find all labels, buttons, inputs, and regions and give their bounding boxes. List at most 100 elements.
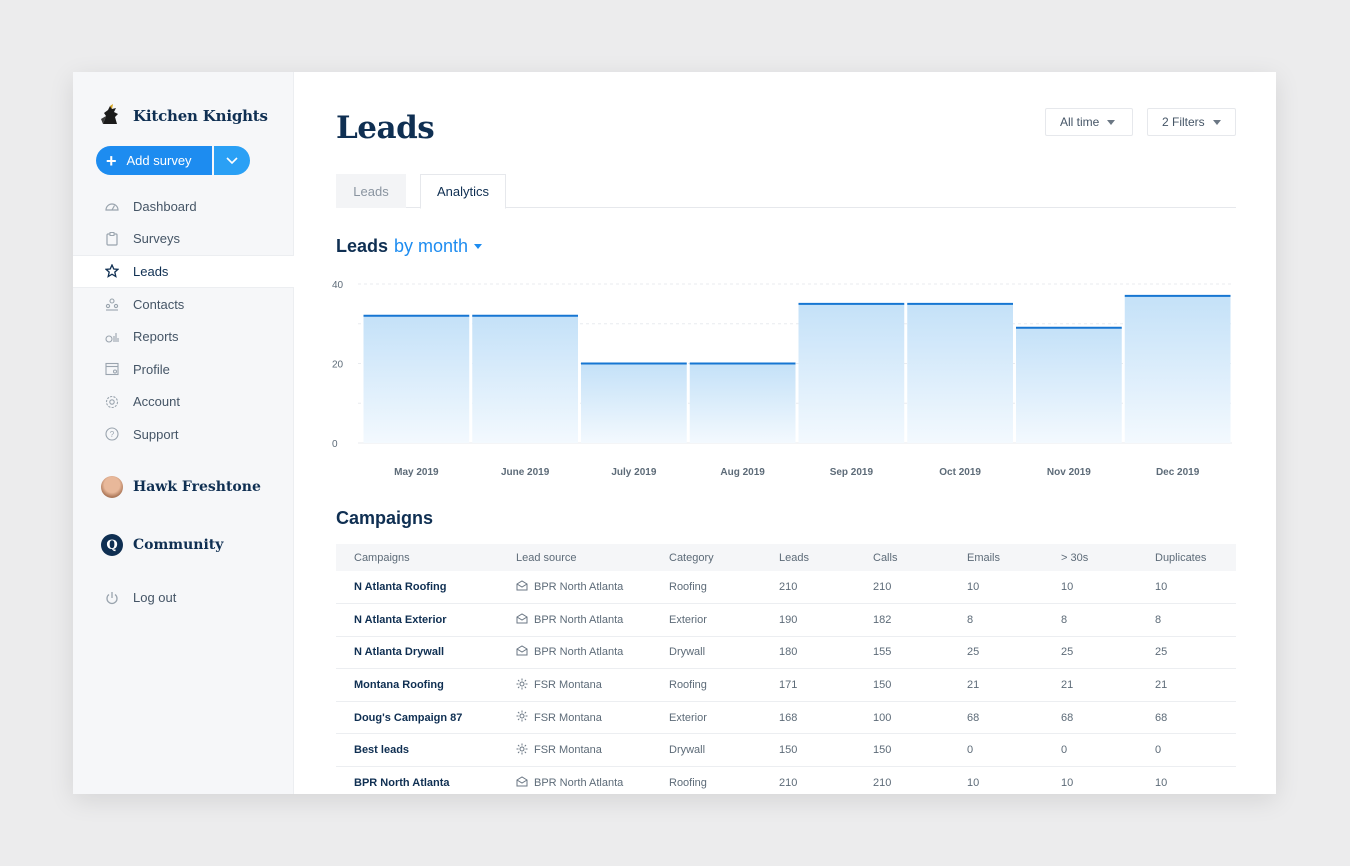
column-header[interactable]: Campaigns bbox=[354, 551, 410, 564]
sidebar-item-support[interactable]: ? Support bbox=[73, 418, 294, 451]
caret-down-icon bbox=[474, 244, 483, 249]
lead-source: FSR Montana bbox=[516, 743, 651, 758]
filters-dropdown[interactable]: 2 Filters bbox=[1147, 108, 1236, 136]
lead-source: BPR North Atlanta bbox=[516, 613, 651, 627]
add-survey-dropdown-button[interactable] bbox=[214, 146, 250, 175]
lead-source-cell: FSR Montana bbox=[498, 701, 651, 735]
chart-bar[interactable] bbox=[363, 315, 470, 443]
table-row[interactable]: Montana Roofing FSR Montana Roofing 171 150 2… bbox=[336, 668, 1236, 702]
over30-cell: 10 bbox=[1043, 766, 1137, 794]
sidebar-item-label: Reports bbox=[133, 329, 179, 345]
table-row[interactable]: N Atlanta Exterior BPR North Atlanta Exter… bbox=[336, 603, 1236, 637]
column-header[interactable]: Duplicates bbox=[1155, 551, 1207, 564]
sidebar-item-reports[interactable]: Reports bbox=[73, 320, 294, 353]
lead-source: BPR North Atlanta bbox=[516, 645, 651, 659]
chart-bar[interactable] bbox=[472, 315, 578, 443]
sidebar-item-label: Surveys bbox=[133, 231, 180, 247]
campaign-name-link[interactable]: N Atlanta Exterior bbox=[336, 603, 498, 637]
campaigns-table: Campaigns Lead source Category Leads Cal… bbox=[336, 544, 1236, 794]
chart-title: Leads by month bbox=[336, 236, 483, 257]
chart-grouping-dropdown[interactable]: by month bbox=[394, 236, 469, 256]
sidebar-item-account[interactable]: Account bbox=[73, 386, 294, 419]
tab-bar: Leads Analytics bbox=[336, 174, 1236, 209]
chart-bar[interactable] bbox=[798, 303, 905, 443]
campaign-name-link[interactable]: Best leads bbox=[336, 733, 498, 768]
time-filter-dropdown[interactable]: All time bbox=[1045, 108, 1133, 136]
logout-button[interactable]: Log out bbox=[105, 590, 176, 605]
y-tick-label: 40 bbox=[332, 280, 344, 291]
lead-source-label: BPR North Atlanta bbox=[534, 646, 624, 659]
chart-bar[interactable] bbox=[581, 363, 687, 444]
sidebar-item-surveys[interactable]: Surveys bbox=[73, 223, 294, 256]
chart-bar[interactable] bbox=[1016, 327, 1122, 443]
sidebar-item-profile[interactable]: Profile bbox=[73, 353, 294, 386]
campaign-name-link[interactable]: N Atlanta Drywall bbox=[336, 636, 498, 670]
leads-cell: 210 bbox=[761, 571, 855, 605]
over30-cell: 8 bbox=[1043, 603, 1137, 637]
emails-cell: 0 bbox=[949, 733, 1043, 768]
duplicates-cell: 21 bbox=[1137, 668, 1236, 702]
chart-bar[interactable] bbox=[907, 303, 1013, 443]
brand[interactable]: Kitchen Knights bbox=[97, 102, 268, 130]
tab-leads[interactable]: Leads bbox=[336, 174, 406, 208]
campaign-name-link[interactable]: N Atlanta Roofing bbox=[336, 571, 498, 605]
chart-bar[interactable] bbox=[1124, 295, 1231, 443]
column-header[interactable]: Emails bbox=[967, 551, 1001, 564]
table-row[interactable]: BPR North Atlanta BPR North Atlanta Roofin… bbox=[336, 766, 1236, 794]
logout-label: Log out bbox=[133, 590, 177, 605]
column-header[interactable]: > 30s bbox=[1061, 551, 1089, 564]
calls-cell: 150 bbox=[855, 668, 949, 702]
lead-source-cell: BPR North Atlanta bbox=[498, 766, 651, 794]
table-row[interactable]: Doug's Campaign 87 FSR Montana Exterior 168… bbox=[336, 701, 1236, 735]
community-link[interactable]: Q Community bbox=[101, 534, 223, 556]
column-header[interactable]: Category bbox=[669, 551, 714, 564]
filters-label: 2 Filters bbox=[1162, 115, 1205, 129]
support-icon: ? bbox=[105, 427, 119, 442]
surveys-icon bbox=[105, 231, 119, 246]
reports-icon bbox=[105, 330, 119, 344]
burst-icon bbox=[516, 710, 528, 725]
user-profile[interactable]: Hawk Freshtone bbox=[101, 476, 261, 498]
table-row[interactable]: N Atlanta Drywall BPR North Atlanta Drywal… bbox=[336, 636, 1236, 670]
leads-cell: 150 bbox=[761, 733, 855, 768]
category-cell: Exterior bbox=[651, 701, 761, 735]
x-tick-label: Dec 2019 bbox=[1156, 467, 1200, 478]
y-tick-label: 20 bbox=[332, 360, 344, 371]
contacts-icon bbox=[105, 297, 119, 311]
over30-cell: 21 bbox=[1043, 668, 1137, 702]
category-cell: Drywall bbox=[651, 636, 761, 670]
table-row[interactable]: N Atlanta Roofing BPR North Atlanta Roofin… bbox=[336, 571, 1236, 605]
sidebar-item-contacts[interactable]: Contacts bbox=[73, 288, 294, 321]
sidebar-item-leads[interactable]: Leads bbox=[73, 255, 294, 288]
duplicates-cell: 10 bbox=[1137, 766, 1236, 794]
campaign-name-link[interactable]: Doug's Campaign 87 bbox=[336, 701, 498, 735]
duplicates-cell: 68 bbox=[1137, 701, 1236, 735]
community-q-icon: Q bbox=[101, 534, 123, 556]
duplicates-cell: 8 bbox=[1137, 603, 1236, 637]
add-survey-button[interactable]: + Add survey bbox=[96, 146, 212, 175]
duplicates-cell: 25 bbox=[1137, 636, 1236, 670]
sidebar-item-label: Support bbox=[133, 426, 179, 442]
svg-text:?: ? bbox=[110, 430, 115, 439]
lead-source-cell: BPR North Atlanta bbox=[498, 636, 651, 670]
plus-icon: + bbox=[106, 150, 117, 171]
emails-cell: 21 bbox=[949, 668, 1043, 702]
x-tick-label: June 2019 bbox=[501, 467, 550, 478]
category-cell: Roofing bbox=[651, 571, 761, 605]
tab-label: Leads bbox=[353, 183, 389, 199]
campaign-name-link[interactable]: Montana Roofing bbox=[336, 668, 498, 702]
column-header[interactable]: Leads bbox=[779, 551, 809, 564]
campaign-name-link[interactable]: BPR North Atlanta bbox=[336, 766, 498, 794]
column-header[interactable]: Lead source bbox=[516, 551, 577, 564]
leads-cell: 210 bbox=[761, 766, 855, 794]
dashboard-icon bbox=[105, 199, 119, 213]
main-content: Leads All time 2 Filters Leads Analytics… bbox=[294, 72, 1276, 794]
column-header[interactable]: Calls bbox=[873, 551, 898, 564]
category-cell: Drywall bbox=[651, 733, 761, 768]
tab-label: Analytics bbox=[436, 184, 490, 199]
sidebar-item-dashboard[interactable]: Dashboard bbox=[73, 190, 294, 223]
lead-source-cell: FSR Montana bbox=[498, 733, 651, 768]
chart-bar[interactable] bbox=[689, 363, 796, 444]
tab-analytics[interactable]: Analytics bbox=[420, 174, 506, 209]
table-row[interactable]: Best leads FSR Montana Drywall 150 150 0 0 0 bbox=[336, 733, 1236, 768]
